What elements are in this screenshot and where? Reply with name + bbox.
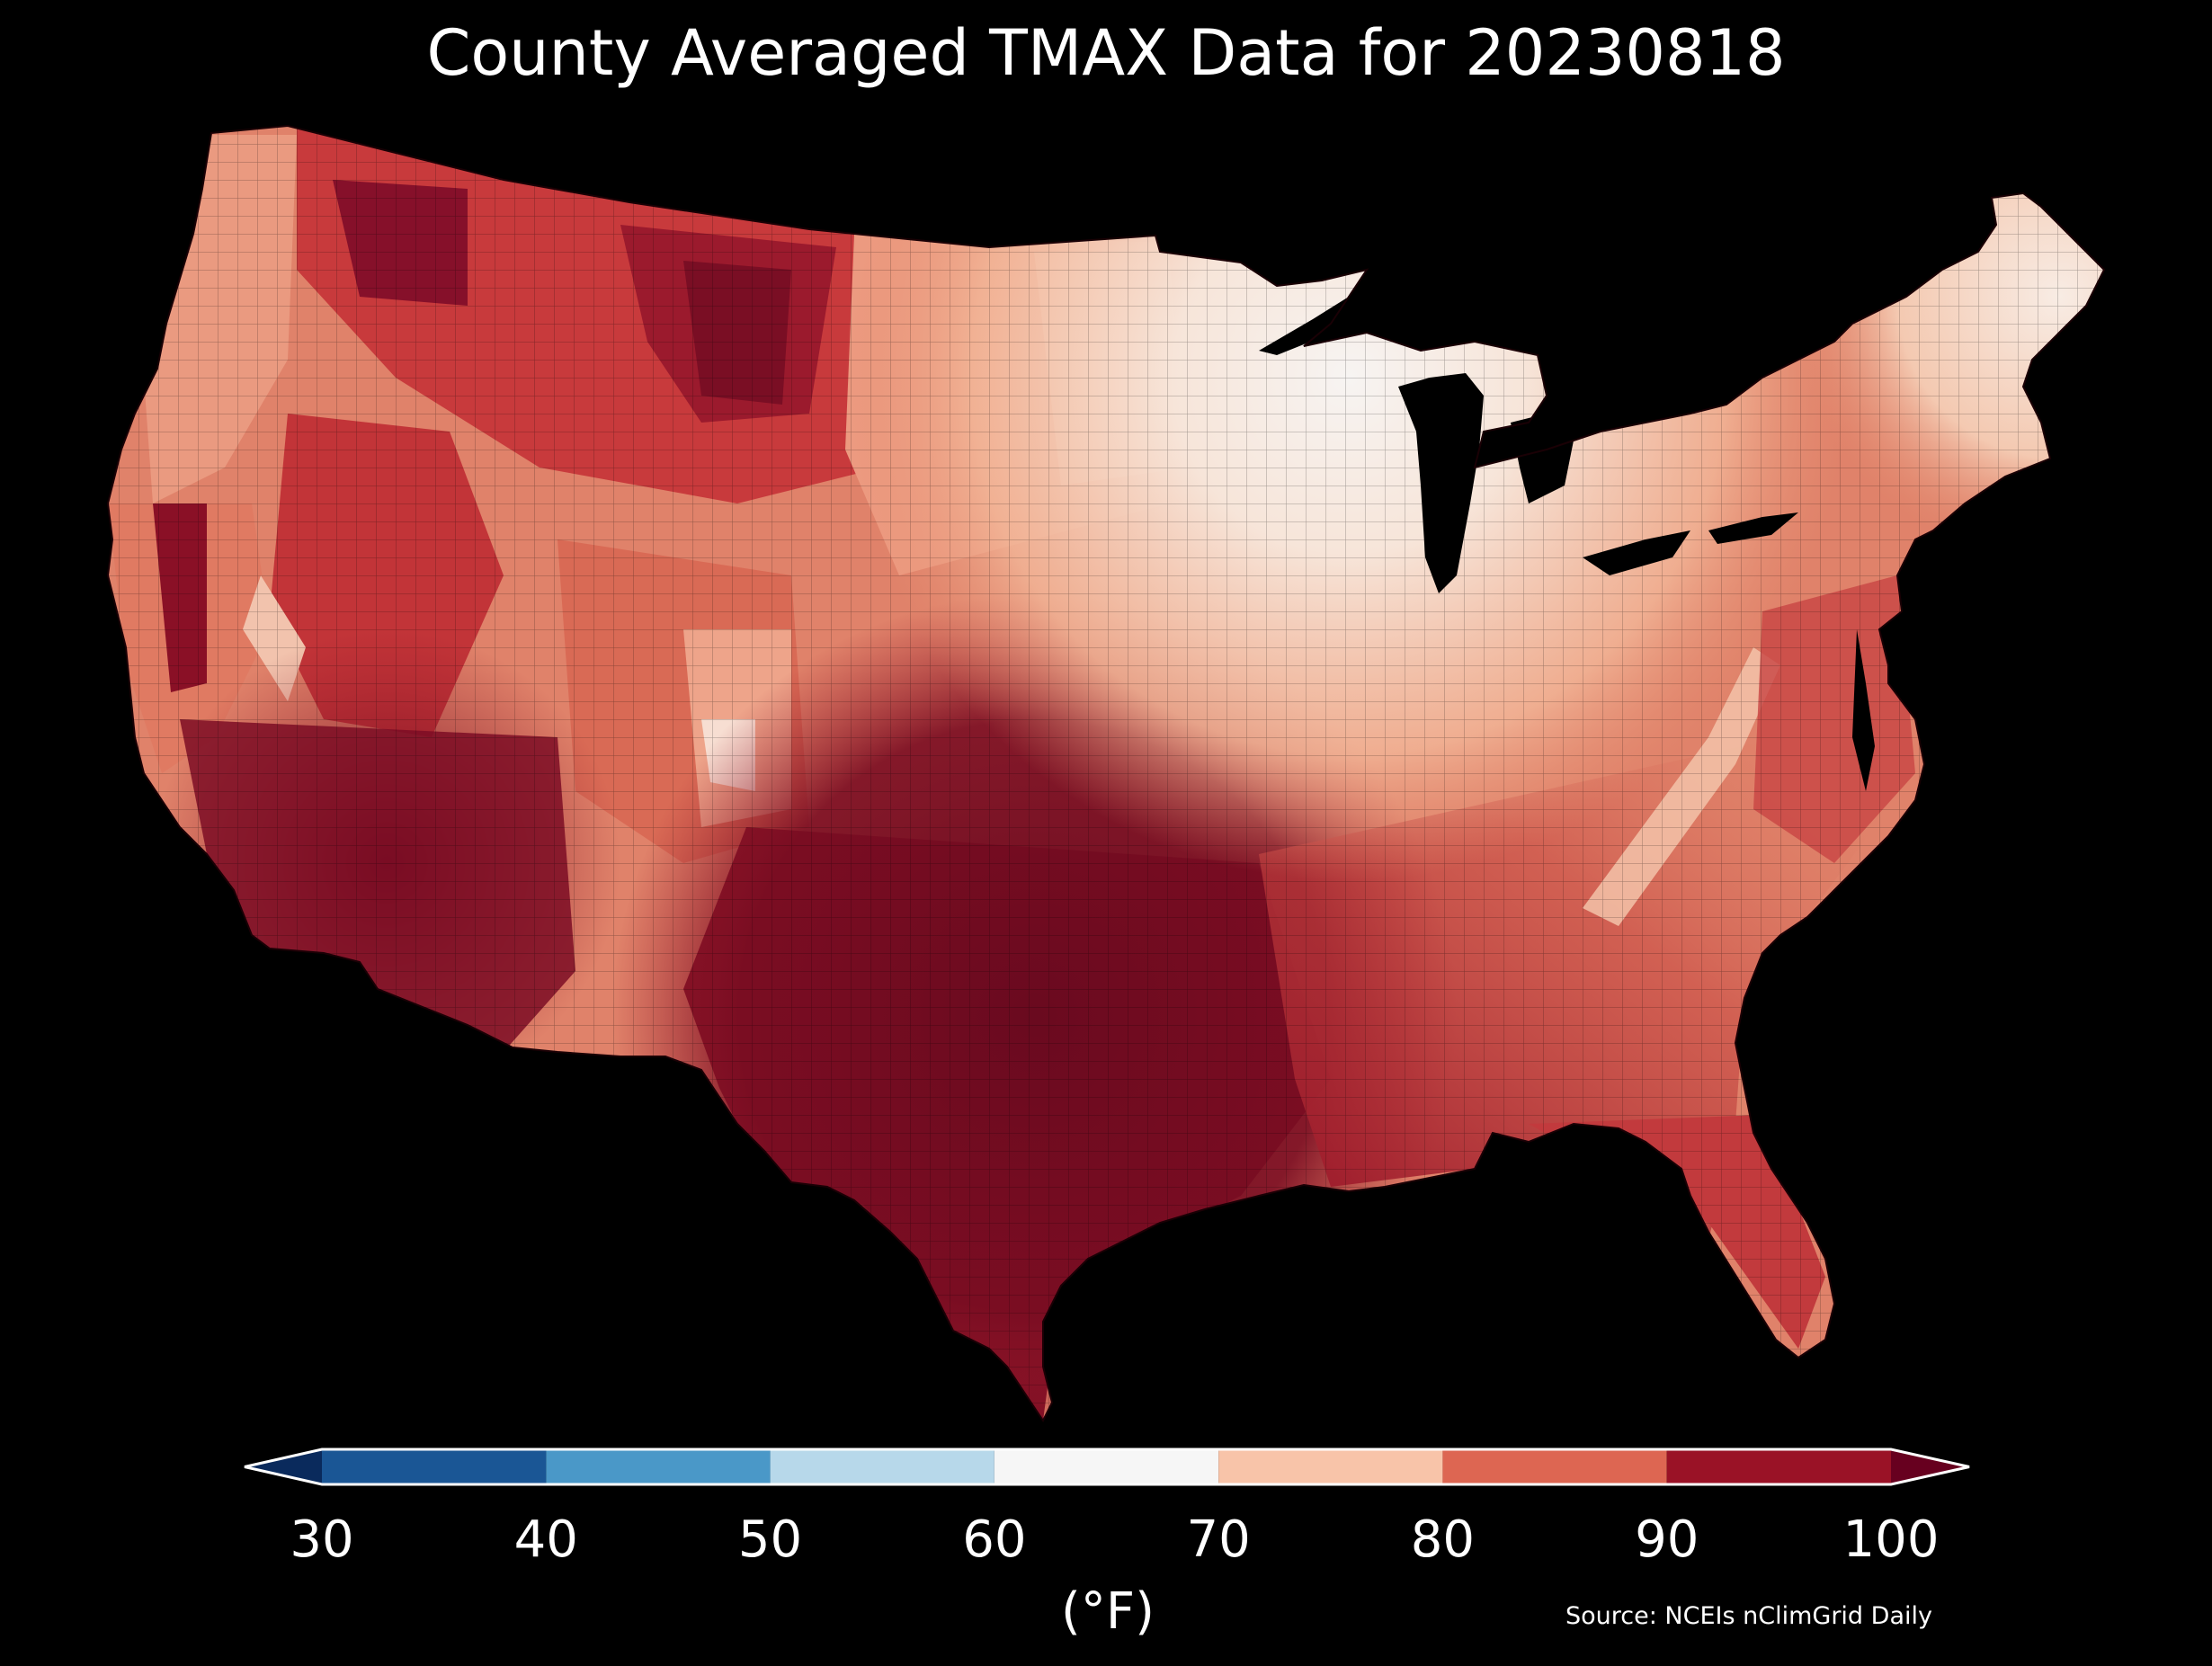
- colorbar-bin: [770, 1449, 995, 1484]
- colorbar-bin: [1218, 1449, 1443, 1484]
- colorbar-under-arrow: [245, 1449, 322, 1484]
- colorbar-tick-label: 90: [1635, 1510, 1699, 1569]
- colorbar-unit-label: (°F): [1061, 1582, 1155, 1641]
- colorbar-tick-label: 30: [290, 1510, 354, 1569]
- map-title: County Averaged TMAX Data for 20230818: [426, 16, 1786, 90]
- chesapeake-bay: [1852, 629, 1875, 791]
- colorbar-tick-label: 80: [1410, 1510, 1476, 1569]
- colorbar-bin: [322, 1449, 547, 1484]
- source-credit: Source: NCEIs nClimGrid Daily: [1565, 1602, 1932, 1630]
- colorbar-bin: [994, 1449, 1219, 1484]
- colorbar-tick-label: 50: [737, 1510, 803, 1569]
- colorbar-bin: [546, 1449, 771, 1484]
- great-lakes: [1259, 279, 1798, 593]
- colorbar-bin: [1666, 1449, 1891, 1484]
- colorbar-tick-label: 40: [513, 1510, 578, 1569]
- colorbar-bin: [1442, 1449, 1667, 1484]
- us-county-tmax-map: [107, 125, 2105, 1421]
- colorbar-frame: [244, 1448, 1970, 1486]
- colorbar-tick-label: 70: [1186, 1510, 1251, 1569]
- colorbar-over-arrow: [1891, 1449, 1969, 1484]
- colorbar-tick-label: 60: [962, 1510, 1027, 1569]
- colorbar-tick-label: 100: [1842, 1510, 1940, 1569]
